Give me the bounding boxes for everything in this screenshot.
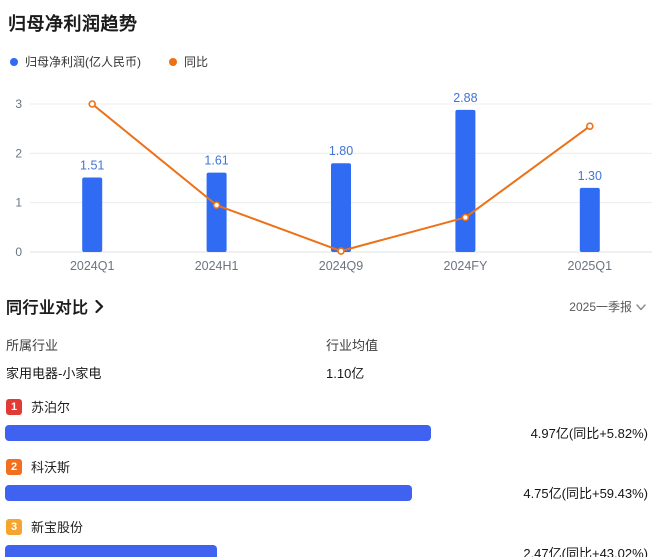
chevron-down-icon xyxy=(636,303,646,311)
period-label: 2025一季报 xyxy=(569,299,632,314)
rank-row[interactable]: 3 新宝股份 2.47亿(同比+43.02%) xyxy=(0,517,660,557)
company-value-label: 2.47亿(同比+43.02%) xyxy=(523,546,648,557)
trend-chart: 0 1 2 3 1.51 1.61 1.80 2.88 1.30 2024Q1 2024H1 2024… xyxy=(0,84,660,278)
industry-average-value: 1.10亿 xyxy=(326,366,365,381)
y-tick-label: 2 xyxy=(15,146,22,160)
trend-bar xyxy=(579,187,600,252)
rank-row[interactable]: 1 苏泊尔 4.97亿(同比+5.82%) xyxy=(0,397,660,442)
yoy-point xyxy=(212,201,221,209)
industry-label: 所属行业 xyxy=(6,338,59,353)
legend-item-yoy[interactable]: 同比 xyxy=(169,53,208,70)
compare-ranking-list: 1 苏泊尔 4.97亿(同比+5.82%) 2 科沃斯 4.75亿(同比+59.43%) 3… xyxy=(0,397,660,557)
trend-bar-label: 2.88 xyxy=(453,91,477,105)
yoy-point xyxy=(461,213,470,222)
compare-section: 同行业对比 2025一季报 所属行业 家用电器-小家电 行业均值 1.10亿 xyxy=(0,294,660,557)
rank-badge: 2 xyxy=(6,458,22,475)
trend-bar-label: 1.51 xyxy=(80,159,104,173)
y-tick-label: 1 xyxy=(15,196,22,210)
yoy-point xyxy=(337,247,345,255)
trend-section: 归母净利润趋势 归母净利润(亿人民币) 同比 0 1 2 3 1.51 1.61 1.80 2… xyxy=(0,10,660,278)
company-value-bar xyxy=(5,544,217,557)
net-profit-dot-icon xyxy=(10,57,18,66)
trend-chart-svg: 0 1 2 3 1.51 1.61 1.80 2.88 1.30 2024Q1 2024H1 2024… xyxy=(15,91,652,273)
legend-label-yoy: 同比 xyxy=(184,55,209,69)
trend-bar xyxy=(82,177,103,252)
y-tick-label: 0 xyxy=(15,245,22,259)
trend-bar-label: 1.61 xyxy=(204,154,228,168)
compare-title: 同行业对比 xyxy=(6,300,89,317)
trend-bar-label: 1.30 xyxy=(578,169,602,183)
x-tick-label: 2024Q9 xyxy=(319,259,364,273)
rank-badge: 1 xyxy=(6,398,22,415)
legend-label-net-profit: 归母净利润(亿人民币) xyxy=(25,55,141,69)
legend-item-net-profit[interactable]: 归母净利润(亿人民币) xyxy=(10,53,141,70)
company-value-bar xyxy=(5,424,431,441)
rank-badge: 3 xyxy=(6,518,22,535)
x-tick-label: 2024H1 xyxy=(195,259,239,273)
compare-section-link[interactable]: 同行业对比 xyxy=(6,294,104,318)
yoy-point xyxy=(88,100,96,108)
industry-average-label: 行业均值 xyxy=(326,338,379,353)
industry-value: 家用电器-小家电 xyxy=(6,366,102,381)
y-tick-label: 3 xyxy=(15,97,22,111)
x-tick-label: 2024Q1 xyxy=(70,259,115,273)
trend-bar xyxy=(331,163,351,252)
company-value-label: 4.75亿(同比+59.43%) xyxy=(523,486,648,501)
trend-legend: 归母净利润(亿人民币) 同比 xyxy=(10,53,660,70)
industry-meta: 所属行业 家用电器-小家电 行业均值 1.10亿 xyxy=(0,335,660,382)
company-name: 苏泊尔 xyxy=(31,400,71,415)
trend-bar xyxy=(206,172,227,252)
period-dropdown[interactable]: 2025一季报 xyxy=(569,298,646,315)
company-name: 新宝股份 xyxy=(31,520,84,535)
x-tick-label: 2025Q1 xyxy=(568,259,613,273)
yoy-dot-icon xyxy=(169,57,177,66)
yoy-point xyxy=(585,122,594,131)
company-value-label: 4.97亿(同比+5.82%) xyxy=(530,426,648,441)
chevron-right-icon xyxy=(94,300,104,313)
trend-bar-label: 1.80 xyxy=(329,144,353,158)
x-tick-label: 2024FY xyxy=(444,259,488,273)
trend-bar xyxy=(455,109,476,252)
trend-title: 归母净利润趋势 xyxy=(8,14,138,34)
company-name: 科沃斯 xyxy=(31,460,71,475)
rank-row[interactable]: 2 科沃斯 4.75亿(同比+59.43%) xyxy=(0,457,660,502)
company-value-bar xyxy=(5,484,412,501)
